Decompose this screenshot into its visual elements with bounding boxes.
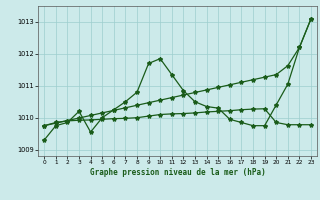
- X-axis label: Graphe pression niveau de la mer (hPa): Graphe pression niveau de la mer (hPa): [90, 168, 266, 177]
